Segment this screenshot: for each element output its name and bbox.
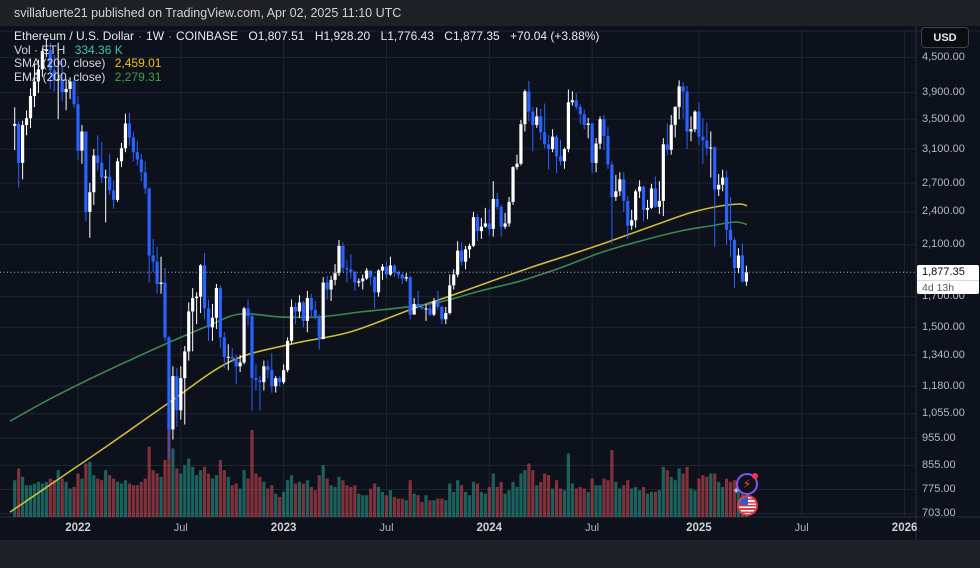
lightning-bolt-icon: ⚡ [742,477,752,491]
price-tick-label: 1,055.00 [922,407,965,420]
symbol-title: Ethereum / U.S. Dollar [14,29,135,43]
sparkle-icon: ✦ [732,486,741,497]
publish-bar: svillafuerte21 published on TradingView.… [0,0,980,26]
time-tick-label: Jul [794,522,809,534]
ohlc-close: C1,877.35 [444,29,500,43]
flag-canton [739,497,748,505]
time-tick-label: 2026 [891,522,918,534]
ema-legend-row: EMA (200, close) 2,279.31 [14,69,599,85]
ohlc-high: H1,928.20 [314,29,371,43]
price-tick-label: 3,500.00 [922,112,965,125]
symbol-legend-row: Ethereum / U.S. Dollar · 1W · COINBASE O1,80… [14,29,600,44]
crypto-event-icon[interactable]: ⚡ ✦ [732,473,758,497]
sma-label: SMA (200, close) [14,56,106,71]
time-tick-label: Jul [379,522,394,534]
bar-countdown-label: 4d 13h [917,279,979,294]
price-tick-label: 703.00 [922,507,956,519]
price-tick-label: 3,900.00 [922,86,965,99]
price-tick-label: 2,400.00 [922,205,965,218]
time-tick-label: 2023 [270,522,297,534]
last-price-label: 1,877.35 [917,264,979,280]
price-tick-label: 855.00 [922,458,956,471]
price-tick-label: 775.00 [922,483,956,495]
price-tick-label: 2,700.00 [922,176,965,189]
price-tick-label: 955.00 [922,431,956,444]
time-tick-label: Jul [173,522,188,534]
footer-bar: TradingView [0,540,980,568]
legend-separator: · [138,29,143,43]
sma-value: 2,459.01 [114,56,162,71]
ohlc-low: L1,776.43 [380,29,434,43]
price-tick-label: 3,100.00 [922,142,965,155]
notification-dot-icon [752,473,758,479]
time-tick-label: 2025 [686,522,712,534]
legend-separator: · [168,29,173,43]
volume-label: Vol · ETH [14,42,66,57]
symbol-interval: 1W [146,29,165,43]
change-value: +70.04 (+3.88%) [510,29,600,43]
ohlc-open: O1,807.51 [248,29,305,43]
price-tick-label: 1,500.00 [922,320,965,333]
chart-legend: Ethereum / U.S. Dollar · 1W · COINBASE O1,80… [14,29,600,85]
time-tick-label: Jul [585,522,600,534]
ema-value: 2,279.31 [114,69,162,84]
symbol-exchange: COINBASE [176,29,239,43]
time-tick-label: 2022 [65,522,91,534]
price-tick-label: 1,340.00 [922,348,965,361]
chart-canvas[interactable] [0,26,980,540]
price-tick-label: 1,180.00 [922,379,965,392]
publish-attribution: svillafuerte21 published on TradingView.… [14,6,402,20]
volume-legend-row: Vol · ETH 334.36 K [14,42,599,58]
price-tick-label: 2,100.00 [922,238,965,251]
sma-legend-row: SMA (200, close) 2,459.01 [14,56,599,71]
time-tick-label: 2024 [476,522,503,534]
currency-button[interactable]: USD [921,27,969,48]
us-flag-event-icon[interactable] [737,495,758,516]
chart-pane-background [0,26,980,540]
volume-value: 334.36 K [74,42,123,57]
price-tick-label: 4,500.00 [922,51,965,63]
ema-label: EMA (200, close) [14,69,106,84]
